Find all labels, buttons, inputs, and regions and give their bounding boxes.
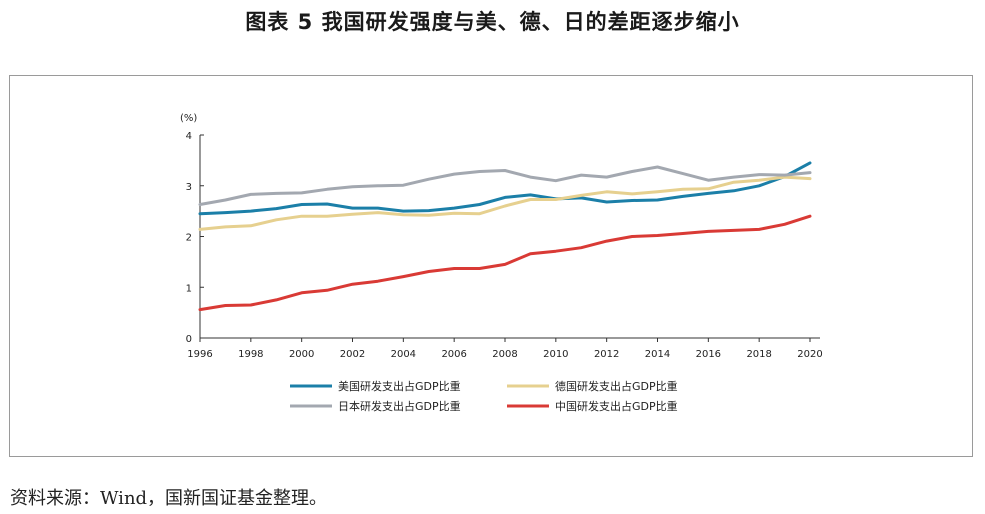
x-tick-label: 2018 [746,349,771,360]
y-unit-label: (%) [180,113,197,124]
line-chart: (%) 0 1 2 3 4 1996 1998 2000 2002 2004 2006 2008 2010… [180,113,823,413]
series-line-1 [198,161,812,216]
x-tick-label: 2008 [492,349,517,360]
series-line-2 [198,175,812,231]
figure-title: 图表 5 我国研发强度与美、德、日的差距逐步缩小 [245,10,740,34]
y-tick-label: 2 [186,233,192,244]
x-tick-label: 2002 [340,349,365,360]
x-tick-label: 1998 [238,349,263,360]
x-tick-label: 2016 [696,349,721,360]
x-tick-label: 2006 [441,349,466,360]
y-tick-label: 1 [186,283,192,294]
y-tick-label: 0 [186,334,192,345]
series-line-3 [198,165,812,206]
x-tick-label: 2010 [543,349,568,360]
y-tick-label: 4 [186,131,192,142]
x-tick-label: 2020 [797,349,822,360]
x-tick-label: 1996 [187,349,212,360]
source-note: 资料来源：Wind，国新国证基金整理。 [10,488,328,509]
legend-label-2: 德国研发支出占GDP比重 [555,379,678,393]
x-tick-label: 2000 [289,349,314,360]
legend-label-1: 美国研发支出占GDP比重 [338,379,461,393]
chart-frame: (%) 0 1 2 3 4 1996 1998 2000 2002 2004 2006 2008 2010… [9,75,973,457]
x-tick-label: 2004 [391,349,416,360]
x-tick-label: 2012 [594,349,619,360]
legend-label-4: 中国研发支出占GDP比重 [555,399,678,413]
y-tick-label: 3 [186,182,192,193]
x-tick-label: 2014 [645,349,670,360]
legend-label-3: 日本研发支出占GDP比重 [338,399,461,413]
series-line-4 [198,214,812,312]
